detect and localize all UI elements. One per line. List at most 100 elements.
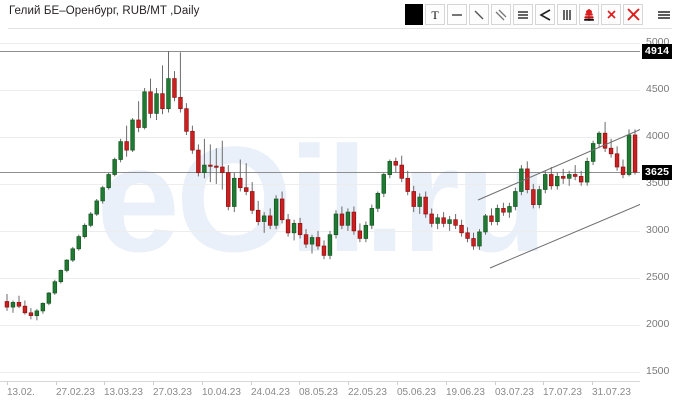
candle-body-up [333,213,339,236]
candle-body-down [238,177,243,189]
candle-body-up [142,91,147,128]
candle-body-down [411,191,416,207]
x-axis-line [0,381,640,382]
candle-body-down [196,149,201,174]
candle-body-up [555,176,560,187]
parallel-channel-tool-button[interactable] [491,4,511,25]
candle-body-down [16,302,22,307]
text-tool-icon: T [431,7,439,22]
x-axis-tickmark-9 [446,381,447,385]
text-tool-button[interactable]: T [425,4,445,25]
ascending-channel-upper-line[interactable] [477,127,640,201]
horizontal-line-icon [452,13,462,16]
x-axis-tickmark-12 [592,381,593,385]
diagonal-line-icon [474,10,484,19]
candle-body-up [88,213,93,226]
candle-body-up [417,196,422,207]
candle-body-down [561,176,566,179]
candle-body-down [267,215,273,226]
candle-body-up [82,224,87,237]
gridline-2000 [0,325,640,326]
candle-body-up [375,192,381,209]
candle-body-up [130,119,135,151]
candle-body-up [513,191,518,207]
candle-body-up [58,270,64,283]
drawing-overlays [477,127,640,269]
candle-body-down [136,119,141,128]
x-axis-tickmark-0 [7,381,8,385]
toolbar-spacer [645,14,652,15]
hamburger-menu-icon [658,10,670,19]
delete-selected-button[interactable] [601,4,621,25]
candle-body-down [303,234,309,245]
red-x-large-icon [626,8,640,21]
y-axis-label-4500: 4500 [646,83,670,95]
candle-body-down [423,196,428,215]
candle-body-up [483,215,488,233]
fibonacci-fan-tool-button[interactable] [535,4,555,25]
candle-body-up [590,143,596,162]
x-axis-tickmark-6 [299,381,300,385]
candle-body-up [202,164,207,173]
candle-body-up [166,78,171,110]
horizontal-levels-tool-button[interactable] [513,4,533,25]
candle-body-up [64,259,69,271]
candle-body-down [572,174,578,177]
candle-body-up [381,174,386,194]
horizontal-line-tool-button[interactable] [447,4,467,25]
candle-body-up [507,206,512,213]
gridline-2500 [0,278,640,279]
candle-body-down [4,301,10,308]
ascending-channel-lower-line[interactable] [489,196,640,269]
y-axis-label-3500: 3500 [646,177,670,189]
level-line-4914 [0,51,640,52]
candle-body-down [549,174,554,187]
chart-menu-button[interactable] [654,4,674,25]
candle-body-up [291,223,297,234]
candle-body-down [178,97,183,110]
candle-body-up [537,189,542,205]
red-candlestick-icon [584,8,594,21]
candle-body-up [232,177,237,207]
x-axis-tickmark-7 [348,381,349,385]
candle-body-down [351,211,357,232]
candle-body-down [279,198,285,221]
drawing-toolbar: T [405,3,674,26]
x-axis-tickmark-4 [202,381,203,385]
candle-body-up [70,248,75,261]
candle-body-up [387,161,392,175]
candle-body-down [22,305,28,314]
candle-body-up [345,211,351,226]
candle-body-down [602,132,608,149]
delete-all-button[interactable] [623,4,643,25]
candle-body-down [501,208,506,213]
candle-body-down [226,172,231,207]
candlestick-style-button[interactable] [579,4,599,25]
candle-body-up [118,141,123,160]
price-tag-last-price: 3625 [642,165,673,180]
candle-body-down [531,189,536,205]
price-tag-high-marker: 4914 [642,44,673,59]
color-swatch-button[interactable] [405,4,423,25]
candle-body-up [154,93,159,114]
candle-body-up [52,281,58,294]
gridline-4500 [0,90,640,91]
vertical-lines-tool-button[interactable] [557,4,577,25]
x-axis-label-5: 24.04.23 [251,387,290,398]
candle-body-down [148,91,153,114]
x-axis-label-0: 13.02. [7,387,35,398]
x-axis-tickmark-8 [397,381,398,385]
candle-body-up [94,200,99,215]
gridline-5000 [0,43,640,44]
candle-body-down [315,237,321,247]
candle-body-down [184,108,189,132]
candle-body-up [435,217,440,224]
chart-plot-area[interactable]: eOil.ru [0,29,640,381]
candle-body-down [214,165,219,168]
header-divider [8,28,672,29]
candle-body-up [100,187,105,202]
candle-body-down [453,219,458,226]
gridline-1500 [0,372,640,373]
trend-line-tool-button[interactable] [469,4,489,25]
vertical-bars-icon [563,9,571,20]
